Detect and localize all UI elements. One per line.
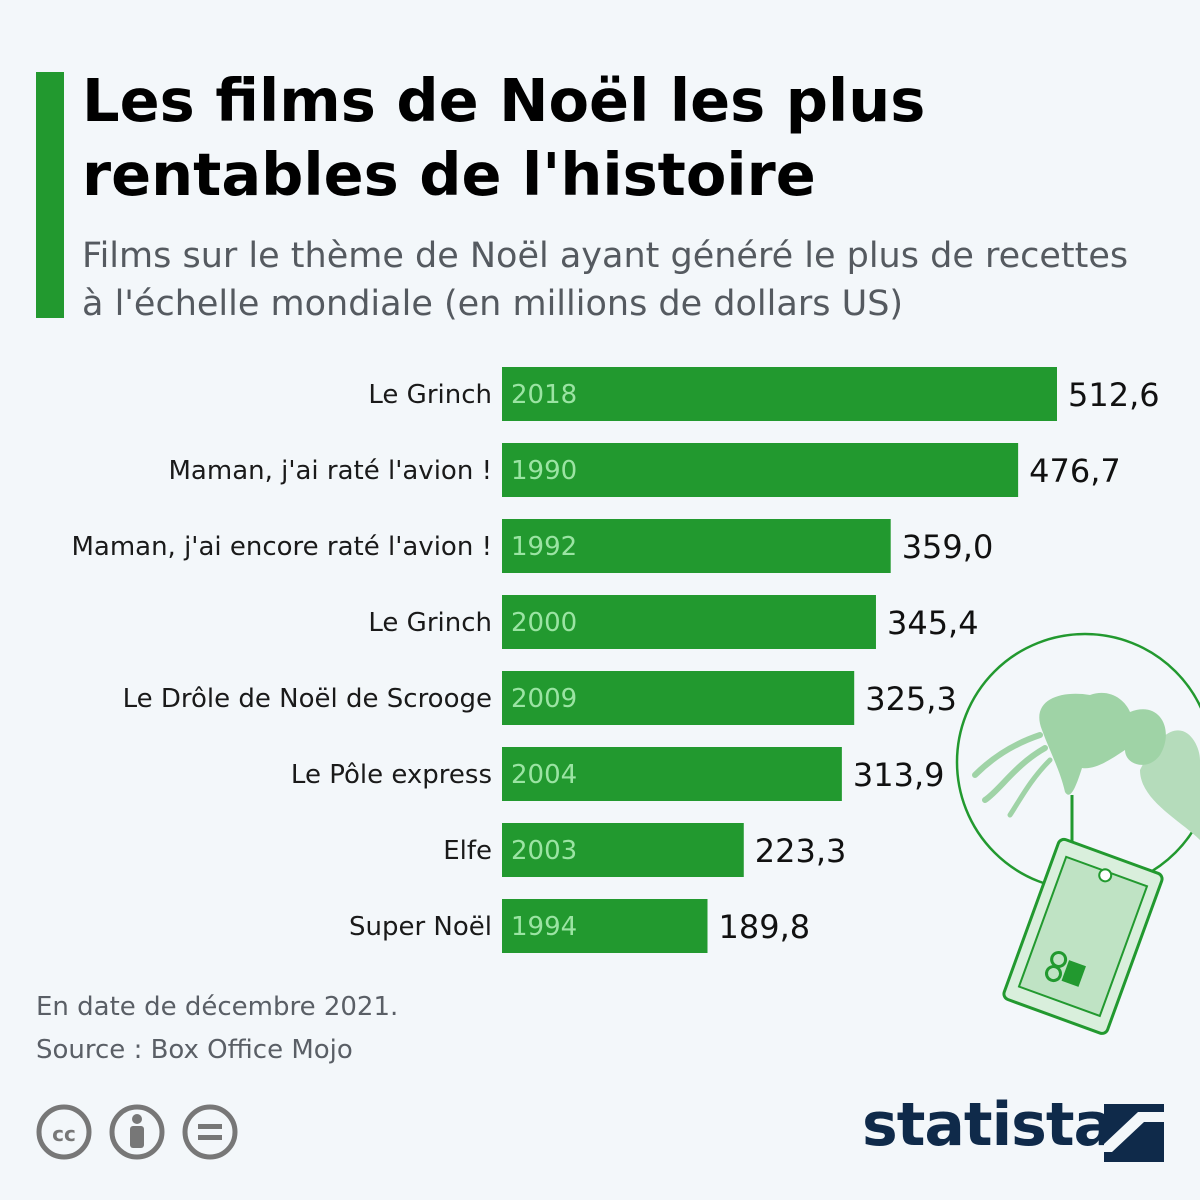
value-label: 313,9 (853, 756, 945, 794)
statista-mark-icon (1104, 1104, 1164, 1162)
category-label: Le Grinch (368, 380, 492, 410)
cc-icon[interactable]: cc (36, 1104, 92, 1160)
statista-logo[interactable]: statista (862, 1090, 1114, 1160)
bar (502, 519, 891, 573)
title-accent-bar (36, 72, 64, 318)
attribution-icon[interactable] (109, 1104, 165, 1160)
value-label: 325,3 (865, 680, 957, 718)
page-title: Les films de Noël les plus rentables de … (82, 66, 926, 209)
bar (502, 367, 1057, 421)
bar (502, 671, 855, 725)
no-derivatives-icon[interactable] (182, 1104, 238, 1160)
bar (502, 823, 744, 877)
category-label: Super Noël (349, 912, 492, 942)
category-label: Maman, j'ai raté l'avion ! (169, 456, 493, 486)
year-label: 2018 (511, 380, 577, 410)
category-label: Le Drôle de Noël de Scrooge (123, 684, 492, 714)
year-label: 1990 (511, 456, 577, 486)
year-label: 2009 (511, 684, 577, 714)
year-label: 1992 (511, 532, 577, 562)
value-label: 189,8 (718, 908, 810, 946)
value-label: 345,4 (887, 604, 979, 642)
date-note: En date de décembre 2021. (36, 992, 399, 1022)
category-label: Elfe (443, 836, 492, 866)
value-label: 512,6 (1068, 376, 1160, 414)
bar (502, 443, 1019, 497)
bar (502, 747, 842, 801)
category-label: Maman, j'ai encore raté l'avion ! (71, 532, 492, 562)
value-label: 359,0 (902, 528, 994, 566)
license-icons: cc (36, 1104, 238, 1160)
bar (502, 595, 876, 649)
page-subtitle: Films sur le thème de Noël ayant généré … (82, 236, 1129, 324)
source-note: Source : Box Office Mojo (36, 1035, 353, 1065)
year-label: 2000 (511, 608, 577, 638)
category-label: Le Grinch (368, 608, 492, 638)
year-label: 2004 (511, 760, 577, 790)
year-label: 1994 (511, 912, 577, 942)
year-label: 2003 (511, 836, 577, 866)
value-label: 476,7 (1029, 452, 1121, 490)
value-label: 223,3 (755, 832, 847, 870)
category-label: Le Pôle express (291, 760, 492, 790)
svg-text:cc: cc (52, 1122, 76, 1146)
bar (502, 899, 708, 953)
